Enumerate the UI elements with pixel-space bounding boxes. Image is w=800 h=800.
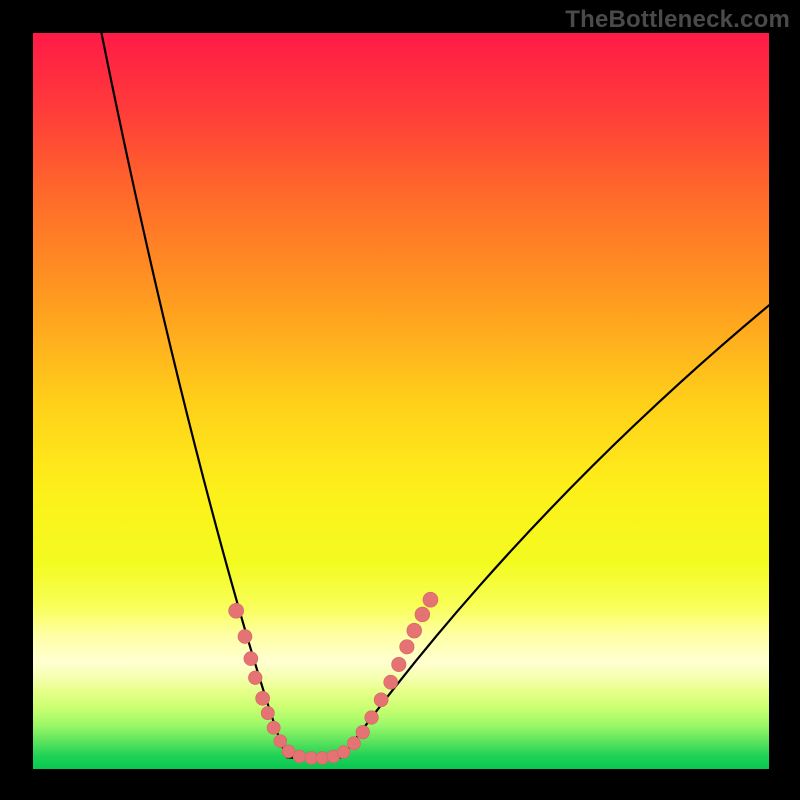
marker-dot	[365, 711, 379, 725]
marker-dot	[337, 746, 350, 759]
bottleneck-chart	[0, 0, 800, 800]
marker-dot	[407, 623, 422, 638]
marker-dot	[256, 691, 270, 705]
marker-dot	[400, 640, 414, 654]
marker-dot	[356, 725, 370, 739]
marker-dot	[347, 737, 360, 750]
marker-dot	[415, 607, 430, 622]
marker-dot	[229, 603, 244, 618]
marker-dot	[238, 630, 252, 644]
marker-dot	[374, 693, 388, 707]
marker-dot	[244, 652, 258, 666]
marker-dot	[274, 735, 287, 748]
marker-dot	[384, 675, 398, 689]
marker-dot	[423, 592, 438, 607]
marker-dot	[248, 671, 262, 685]
marker-dot	[261, 706, 274, 719]
marker-dot	[392, 657, 406, 671]
chart-container: TheBottleneck.com	[0, 0, 800, 800]
marker-dot	[293, 750, 306, 763]
marker-dot	[316, 752, 329, 765]
marker-dot	[267, 721, 280, 734]
